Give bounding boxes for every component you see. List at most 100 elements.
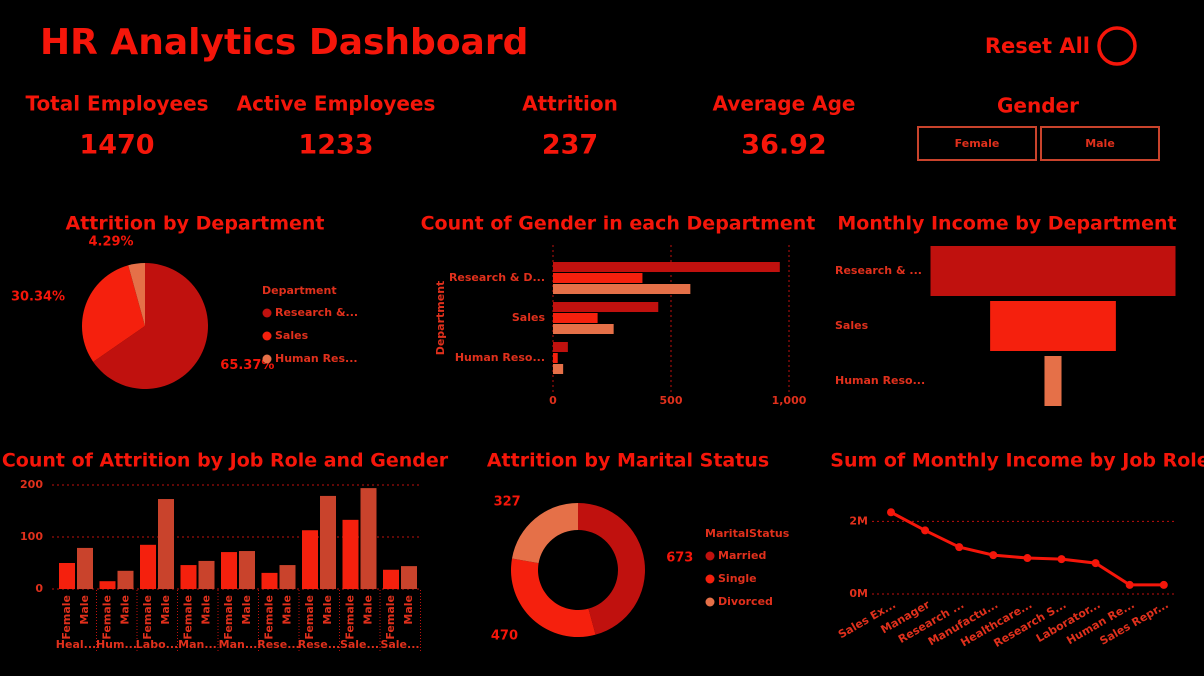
point — [955, 543, 964, 552]
bar — [320, 495, 336, 589]
point — [1125, 580, 1134, 589]
x-sub-label: Male — [78, 595, 91, 625]
slicer-option-label[interactable]: Male — [1085, 137, 1115, 150]
bar — [302, 530, 318, 589]
x-tick-label: Sale... — [380, 638, 419, 651]
category-label: Human Reso... — [835, 374, 925, 387]
x-sub-label: Female — [60, 595, 73, 640]
legend-label: Human Res... — [275, 352, 358, 365]
y-tick-label: 100 — [20, 530, 43, 543]
x-tick-label: 0 — [549, 394, 557, 407]
bar — [553, 313, 598, 323]
legend-swatch — [705, 551, 715, 561]
category-label: Research & ... — [835, 264, 922, 277]
point — [1057, 555, 1066, 564]
bar — [221, 552, 237, 589]
bar — [553, 262, 780, 272]
chart-title: Attrition by Department — [66, 213, 325, 235]
x-sub-label: Male — [362, 595, 375, 625]
point — [1091, 559, 1100, 568]
bar — [140, 544, 156, 589]
y-tick-label: 2M — [849, 514, 868, 527]
x-sub-label: Male — [321, 595, 334, 625]
kpi-label: Attrition — [522, 92, 618, 116]
legend-swatch — [705, 597, 715, 607]
point — [887, 508, 895, 517]
y-axis-title: Department — [434, 281, 447, 356]
x-sub-label: Male — [119, 595, 132, 625]
x-sub-label: Female — [141, 595, 154, 640]
slice — [93, 263, 209, 390]
bar — [261, 572, 278, 589]
bar — [117, 570, 134, 589]
y-tick-label: Human Reso... — [455, 351, 545, 364]
slicer-option[interactable] — [917, 126, 1037, 161]
x-tick-label: Man... — [178, 638, 217, 651]
bar — [553, 342, 568, 352]
reset-button[interactable]: Reset All — [985, 34, 1090, 58]
x-sub-label: Female — [303, 595, 316, 640]
data-label: 65.37% — [220, 358, 274, 373]
x-sub-label: Female — [344, 595, 357, 640]
reset-icon[interactable] — [1097, 26, 1137, 66]
data-label: 30.34% — [11, 290, 65, 305]
data-label: 470 — [491, 628, 518, 643]
legend-label: Research &... — [275, 306, 358, 319]
bar — [239, 551, 255, 589]
point — [1023, 554, 1032, 563]
bar — [401, 566, 417, 589]
x-tick-label: Labo... — [136, 638, 178, 651]
x-tick-label: Rese... — [257, 638, 299, 651]
bar — [383, 569, 399, 589]
bar — [553, 364, 564, 374]
slice — [510, 558, 596, 638]
legend-title: MaritalStatus — [705, 527, 790, 540]
slicer-title: Gender — [997, 94, 1079, 118]
x-sub-label: Female — [101, 595, 114, 640]
bar — [553, 284, 691, 294]
x-sub-label: Female — [182, 595, 195, 640]
legend-title: Department — [262, 284, 337, 297]
x-tick-label: Hum... — [96, 638, 137, 651]
legend-label: Sales — [275, 329, 309, 342]
kpi-value: 1233 — [298, 130, 373, 161]
bar — [553, 273, 643, 283]
x-sub-label: Male — [200, 595, 213, 625]
kpi-value: 36.92 — [741, 130, 826, 161]
x-tick-label: 500 — [660, 394, 683, 407]
x-tick-label: Heal... — [56, 638, 96, 651]
bar — [553, 302, 659, 312]
x-sub-label: Male — [159, 595, 172, 625]
x-tick-label: 1,000 — [772, 394, 807, 407]
legend-label: Married — [718, 549, 766, 562]
x-sub-label: Male — [240, 595, 253, 625]
data-label: 673 — [666, 551, 693, 566]
legend-swatch — [262, 308, 272, 318]
slice — [82, 265, 145, 362]
bar — [342, 519, 359, 589]
y-tick-label: 0 — [35, 582, 43, 595]
y-tick-label: 200 — [20, 478, 43, 491]
slicer-option-label[interactable]: Female — [955, 137, 1000, 150]
point — [1159, 580, 1168, 589]
x-tick-label: Rese... — [298, 638, 340, 651]
chart-title: Attrition by Marital Status — [487, 450, 769, 472]
kpi-value: 1470 — [79, 130, 154, 161]
slicer-option[interactable] — [1040, 126, 1160, 161]
y-tick-label: 0M — [849, 587, 868, 600]
category-label: Sales — [835, 319, 869, 332]
chart-title: Monthly Income by Department — [837, 213, 1176, 235]
x-sub-label: Female — [263, 595, 276, 640]
kpi-label: Average Age — [713, 92, 856, 116]
bar — [279, 565, 296, 589]
slice — [578, 503, 646, 635]
legend-label: Single — [718, 572, 757, 585]
chart-title: Count of Gender in each Department — [421, 213, 816, 235]
x-sub-label: Male — [281, 595, 294, 625]
kpi-label: Active Employees — [237, 92, 436, 116]
y-tick-label: Research & D... — [449, 271, 545, 284]
bar — [360, 488, 377, 589]
funnel-bar — [930, 246, 1176, 296]
slice — [512, 503, 578, 564]
